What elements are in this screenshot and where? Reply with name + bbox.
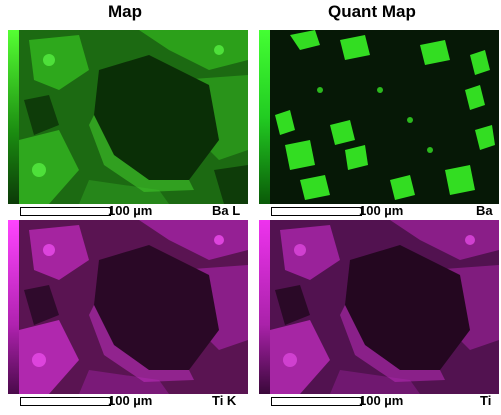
scale-bar [271,207,362,216]
ba-quant-element-map-image [270,30,499,204]
magenta-color-scale-bar [259,220,270,394]
quant-map-column-title: Quant Map [328,2,416,21]
ti-quant-map-panel [259,220,499,394]
scale-label: 100 µm [359,203,404,218]
green-color-scale-bar [259,30,270,204]
map-column-title: Map [108,2,142,21]
scale-label: 100 µm [108,393,153,408]
element-label-ba-l: Ba L [212,203,241,218]
scale-bar [20,397,111,406]
scale-bar [271,397,362,406]
scale-label: 100 µm [359,393,404,408]
scale-label: 100 µm [108,203,153,218]
scale-bar [20,207,111,216]
element-label-ti-k: Ti K [212,393,237,408]
green-color-scale-bar [8,30,19,204]
magenta-color-scale-bar [8,220,19,394]
ti-k-map-panel [8,220,248,394]
element-label-ba: Ba [476,203,493,218]
ti-quant-element-map-image [270,220,499,394]
ba-l-element-map-image [19,30,248,204]
ba-l-map-panel [8,30,248,204]
ba-quant-map-panel [259,30,499,204]
ti-k-element-map-image [19,220,248,394]
element-label-ti: Ti [480,393,492,408]
